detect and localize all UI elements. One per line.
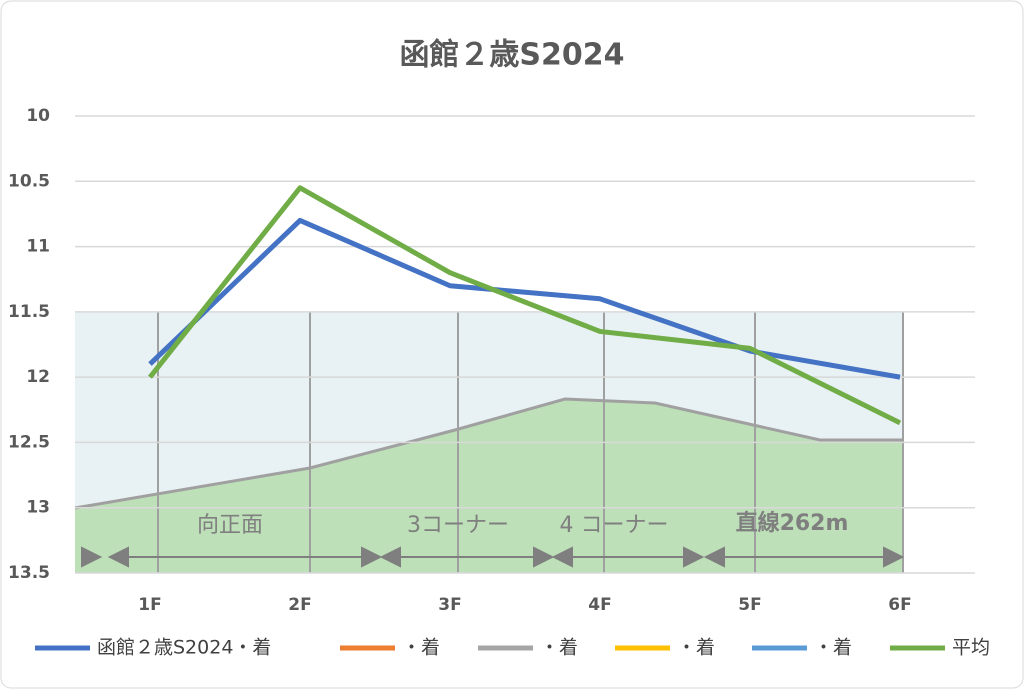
y-tick-label: 12.5 <box>8 432 50 452</box>
y-tick-label: 10.5 <box>8 171 50 191</box>
annotation: 3コーナー <box>407 513 509 538</box>
legend-label: ・着 <box>814 637 852 659</box>
chart-title: 函館２歳S2024 <box>399 38 624 73</box>
y-tick-label: 10 <box>26 106 50 126</box>
x-tick-label: 3F <box>438 595 461 615</box>
y-tick-label: 11.5 <box>8 302 50 322</box>
legend-label: ・着 <box>402 637 440 659</box>
annotation: 向正面 <box>197 513 263 538</box>
x-tick-label: 1F <box>138 595 161 615</box>
series-line <box>148 217 901 380</box>
y-tick-label: 13.5 <box>8 563 50 583</box>
legend-label: ・着 <box>540 637 578 659</box>
x-tick-label: 4F <box>588 595 611 615</box>
annotation: 4 コーナー <box>560 513 669 538</box>
y-tick-label: 12 <box>26 367 50 387</box>
x-tick-label: 2F <box>288 595 311 615</box>
y-tick-label: 11 <box>26 237 50 257</box>
y-tick-label: 13 <box>26 498 50 518</box>
legend-label: 函館２歳S2024・着 <box>97 637 271 659</box>
x-tick-label: 5F <box>738 595 761 615</box>
series-line <box>148 185 902 426</box>
x-tick-label: 6F <box>888 595 911 615</box>
legend-label: ・着 <box>677 637 715 659</box>
legend-label: 平均 <box>952 637 990 659</box>
course-arrows <box>81 546 905 568</box>
annotation: 直線262m <box>736 510 849 536</box>
